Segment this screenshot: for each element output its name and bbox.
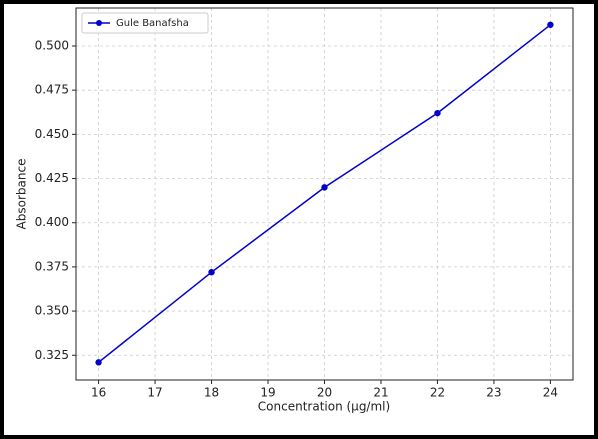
x-tick-label: 22	[430, 386, 445, 400]
y-tick-label: 0.400	[35, 215, 69, 229]
x-tick-label: 18	[204, 386, 219, 400]
x-tick-label: 20	[317, 386, 332, 400]
y-tick-label: 0.500	[35, 38, 69, 52]
data-point	[321, 184, 328, 191]
y-tick-label: 0.425	[35, 171, 69, 185]
x-tick-label: 19	[260, 386, 275, 400]
y-tick-label: 0.350	[35, 304, 69, 318]
x-axis-label: Concentration (µg/ml)	[258, 400, 390, 414]
x-tick-label: 23	[486, 386, 501, 400]
x-tick-label: 24	[543, 386, 558, 400]
data-point	[547, 21, 554, 28]
data-point	[95, 359, 102, 366]
y-tick-label: 0.325	[35, 348, 69, 362]
y-tick-label: 0.475	[35, 83, 69, 97]
legend-box	[81, 12, 209, 34]
x-tick-label: 16	[91, 386, 106, 400]
y-axis-label: Absorbance	[15, 159, 29, 230]
data-point	[208, 268, 215, 276]
x-tick-label: 21	[373, 386, 388, 400]
x-tick-label: 17	[147, 386, 162, 400]
legend-label: Gule Banafsha	[116, 18, 189, 29]
data-point	[434, 109, 441, 117]
plot-frame	[75, 7, 574, 381]
legend-marker	[96, 20, 102, 26]
y-tick-label: 0.450	[35, 127, 69, 141]
y-tick-label: 0.375	[35, 259, 69, 273]
